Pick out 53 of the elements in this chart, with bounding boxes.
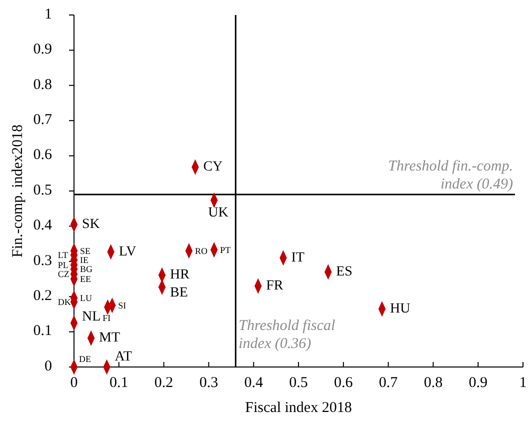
y-tick-label: 0.6 (33, 147, 52, 164)
data-label: NL (82, 310, 101, 324)
data-label: HR (170, 268, 190, 283)
x-tick-label: 0.5 (289, 375, 308, 391)
data-label: FR (266, 278, 284, 294)
x-axis-title: Fiscal index 2018 (245, 400, 352, 416)
data-label: LT (58, 250, 69, 260)
y-tick-label: 0.4 (33, 218, 52, 234)
x-tick-label: 0 (70, 375, 78, 391)
data-label: CZ (58, 269, 70, 280)
x-tick-label: 1 (519, 375, 527, 391)
data-label: MT (99, 330, 121, 346)
ref-line-label: Threshold fin.-comp. index (0.49) (388, 158, 513, 193)
data-label: IE (80, 254, 89, 265)
y-tick-label: 1 (44, 6, 52, 22)
data-label: AT (114, 350, 132, 364)
y-tick-label: 0.7 (33, 112, 52, 128)
data-label: HU (390, 301, 410, 316)
x-tick-label: 0.3 (199, 375, 218, 391)
x-tick-label: 0.7 (378, 375, 398, 391)
data-label: ES (336, 264, 352, 280)
y-tick-label: 0.3 (33, 252, 52, 269)
x-tick-label: 0.1 (110, 375, 128, 391)
data-label: DE (79, 354, 92, 364)
y-axis-title: Fin.-comp. index2018 (10, 124, 26, 258)
y-tick-label: 0 (44, 358, 52, 374)
x-tick-label: 0.2 (154, 375, 174, 391)
data-label: LU (80, 293, 92, 304)
y-tick-label: 0.2 (33, 288, 52, 304)
x-tick-label: 0.4 (244, 375, 264, 391)
data-label: CY (203, 160, 223, 175)
data-label: SE (80, 246, 92, 256)
data-label: BG (80, 264, 94, 274)
data-label: RO (194, 246, 208, 256)
data-label: PL (58, 260, 68, 270)
y-tick-label: 0.8 (33, 76, 52, 93)
x-tick-label: 0.6 (334, 375, 354, 391)
x-tick-label: 0.9 (468, 375, 488, 391)
data-label: DK (58, 296, 72, 307)
y-tick-label: 0.5 (33, 182, 52, 198)
data-label: UK (208, 206, 228, 221)
data-label: BE (170, 286, 188, 301)
x-tick-label: 0.8 (424, 375, 443, 391)
data-label: IT (291, 250, 305, 266)
y-tick-label: 0.9 (33, 42, 52, 58)
data-label: FI (102, 313, 111, 324)
y-tick-label: 0.1 (33, 323, 52, 340)
data-label: PT (220, 244, 232, 255)
data-label: SK (82, 216, 100, 232)
data-label: EE (80, 274, 92, 284)
data-label: SI (118, 300, 126, 310)
data-label: LV (118, 244, 136, 260)
ref-line-label: Threshold fiscal index (0.36) (238, 318, 336, 352)
